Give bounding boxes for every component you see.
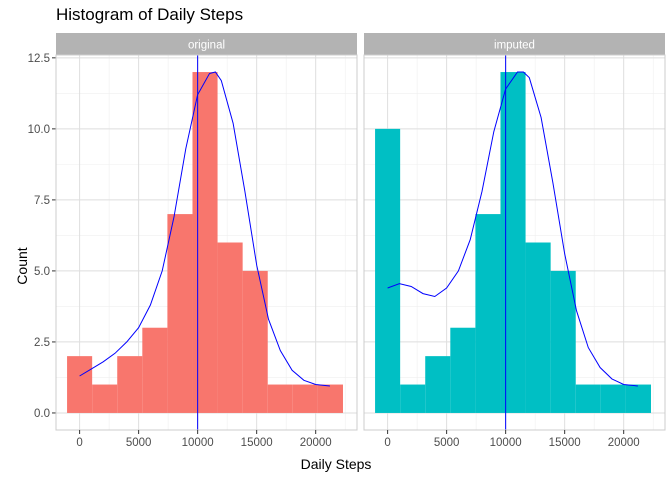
x-tick-label: 5000 (126, 437, 152, 449)
y-axis-label: Count (14, 247, 30, 285)
histogram-bar (217, 242, 243, 413)
facet-strip (364, 33, 665, 55)
y-tick-label: 12.5 (28, 53, 50, 65)
panel-original: original 0 5000 10000 15000 20000 (55, 33, 358, 449)
histogram-bar (425, 356, 451, 413)
histogram-bar (525, 242, 551, 413)
histogram-bar (142, 327, 168, 413)
y-tick-label: 2.5 (34, 337, 50, 349)
y-tick-label: 7.5 (34, 195, 50, 207)
histogram-bar (575, 384, 601, 413)
panel-border (55, 54, 358, 431)
histogram-bar (317, 384, 343, 413)
x-tick-label: 0 (384, 437, 390, 449)
histogram-bar (550, 270, 576, 413)
histogram-bar (475, 214, 501, 413)
x-tick-label: 20000 (300, 437, 332, 449)
panel-border (363, 54, 666, 431)
density-curve (387, 71, 638, 387)
x-tick-label: 5000 (434, 437, 460, 449)
histogram-bar (242, 270, 268, 413)
histogram-bar (375, 128, 401, 413)
histogram-bar (117, 356, 143, 413)
x-tick-label: 10000 (490, 437, 522, 449)
chart-title: Histogram of Daily Steps (56, 5, 244, 24)
y-tick-label: 0.0 (34, 408, 50, 420)
histogram-bar (500, 72, 526, 413)
histogram-bar (267, 384, 293, 413)
facet-strip (56, 33, 357, 55)
x-tick-label: 20000 (608, 437, 640, 449)
y-tick-label: 10.0 (28, 124, 50, 136)
histogram-bar (92, 384, 118, 413)
histogram-bar (192, 72, 218, 413)
facet-strip-label: original (188, 40, 225, 52)
x-tick-label: 0 (76, 437, 82, 449)
panel-imputed: imputed 0 5000 10000 15000 20000 (363, 33, 666, 449)
histogram-bar (67, 356, 93, 413)
histogram-bar (625, 384, 651, 413)
x-tick-label: 10000 (182, 437, 214, 449)
histogram-bar (450, 327, 476, 413)
facet-strip-label: imputed (494, 40, 535, 52)
histogram-bar (400, 384, 426, 413)
histogram-bar (167, 214, 193, 413)
density-curve (79, 71, 330, 387)
histogram-bar (292, 384, 318, 413)
histogram-bar (600, 384, 626, 413)
y-tick-label: 5.0 (34, 266, 50, 278)
x-tick-label: 15000 (241, 437, 273, 449)
x-axis-label: Daily Steps (300, 456, 372, 472)
x-tick-label: 15000 (549, 437, 581, 449)
